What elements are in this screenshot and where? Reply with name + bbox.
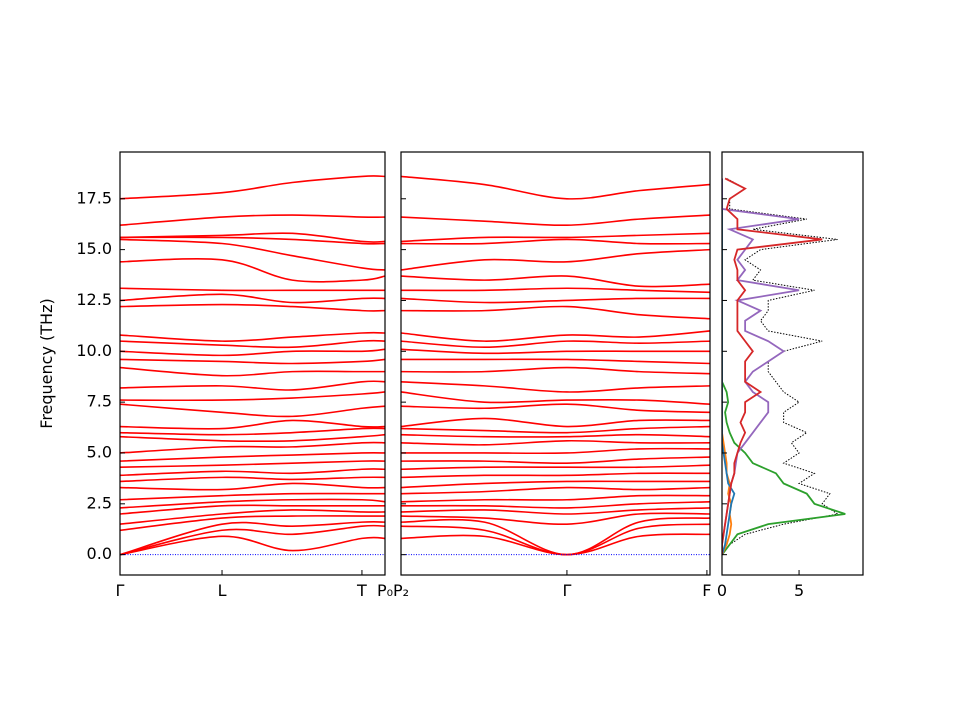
band-line: [120, 504, 385, 515]
band-line: [401, 425, 710, 434]
dos-line: [722, 177, 839, 555]
band-line: [401, 500, 710, 509]
band-line: [120, 366, 385, 377]
x-tick-label: Γ: [116, 581, 125, 600]
y-tick-label: 2.5: [87, 493, 112, 512]
band-line: [401, 507, 710, 515]
band-line: [401, 297, 710, 304]
band-line: [120, 509, 385, 525]
x-tick-label: P₀: [377, 581, 393, 600]
y-tick-label: 17.5: [76, 188, 112, 207]
band-line: [120, 482, 385, 491]
band-line: [401, 433, 710, 438]
band-line: [401, 214, 710, 227]
band-line: [120, 257, 385, 283]
axes-frame: [400, 151, 711, 576]
y-tick-label: 0.0: [87, 544, 112, 563]
band-line: [120, 348, 385, 357]
band-line: [120, 303, 385, 312]
band-line: [401, 381, 710, 393]
plot-area: [722, 177, 846, 556]
plot-area: [120, 175, 385, 556]
axes-frame: [721, 151, 864, 576]
band-line: [401, 348, 710, 355]
band-line: [120, 287, 385, 292]
band-line: [401, 417, 710, 428]
band-line: [401, 175, 710, 200]
x-tick-label: P₂: [393, 581, 409, 600]
band-line: [120, 498, 385, 509]
band-line: [401, 403, 710, 414]
y-axis-label: Frequency (THz): [37, 298, 56, 428]
band-line: [401, 305, 710, 320]
band-line: [401, 480, 710, 489]
band-line: [120, 476, 385, 483]
band-line: [401, 439, 710, 446]
x-tick-label: L: [218, 581, 227, 600]
x-tick-label: 5: [794, 581, 804, 600]
band-line: [401, 366, 710, 375]
band-line: [401, 275, 710, 288]
band-line: [120, 236, 385, 245]
y-tick-label: 5.0: [87, 442, 112, 461]
band-line: [401, 238, 710, 245]
band-line: [401, 447, 710, 455]
dos-line: [722, 177, 823, 555]
band-line: [120, 535, 385, 556]
x-tick-label: T: [356, 581, 367, 600]
band-line: [401, 523, 710, 556]
band-line: [401, 232, 710, 243]
dos-line: [722, 178, 733, 556]
band-line: [120, 403, 385, 418]
band-line: [120, 214, 385, 227]
band-line: [120, 238, 385, 271]
band-line: [120, 460, 385, 469]
band-line: [401, 464, 710, 471]
band-line: [120, 427, 385, 436]
band-line: [120, 452, 385, 462]
band-line: [120, 441, 385, 454]
band-line: [401, 358, 710, 365]
band-line: [401, 512, 710, 525]
axes-frame: [119, 151, 386, 576]
band-line: [120, 175, 385, 200]
plot-area: [401, 175, 710, 556]
band-line: [120, 433, 385, 443]
band-line: [401, 248, 710, 271]
x-tick-label: 0: [717, 581, 727, 600]
dos-line: [722, 178, 736, 555]
y-tick-label: 7.5: [87, 392, 112, 411]
band-line: [401, 287, 710, 294]
band-line: [120, 492, 385, 501]
band-line: [120, 232, 385, 243]
x-tick-label: F: [702, 581, 711, 600]
band-line: [120, 521, 385, 556]
band-line: [401, 340, 710, 349]
band-line: [401, 486, 710, 495]
band-line: [401, 533, 710, 556]
band-line: [401, 456, 710, 464]
band-line: [401, 472, 710, 479]
band-line: [120, 331, 385, 342]
y-tick-label: 10.0: [76, 341, 112, 360]
band-line: [120, 293, 385, 304]
band-line: [120, 380, 385, 391]
band-line: [120, 468, 385, 477]
x-tick-label: Γ: [562, 581, 571, 600]
y-tick-label: 15.0: [76, 239, 112, 258]
band-line: [401, 494, 710, 503]
band-line: [401, 391, 710, 405]
band-line: [120, 419, 385, 430]
band-line: [120, 515, 385, 532]
band-line: [120, 358, 385, 365]
band-line: [401, 330, 710, 342]
band-line: [120, 391, 385, 402]
y-tick-label: 12.5: [76, 290, 112, 309]
band-line: [120, 339, 385, 349]
band-line: [120, 524, 385, 556]
dos-line: [722, 178, 846, 556]
